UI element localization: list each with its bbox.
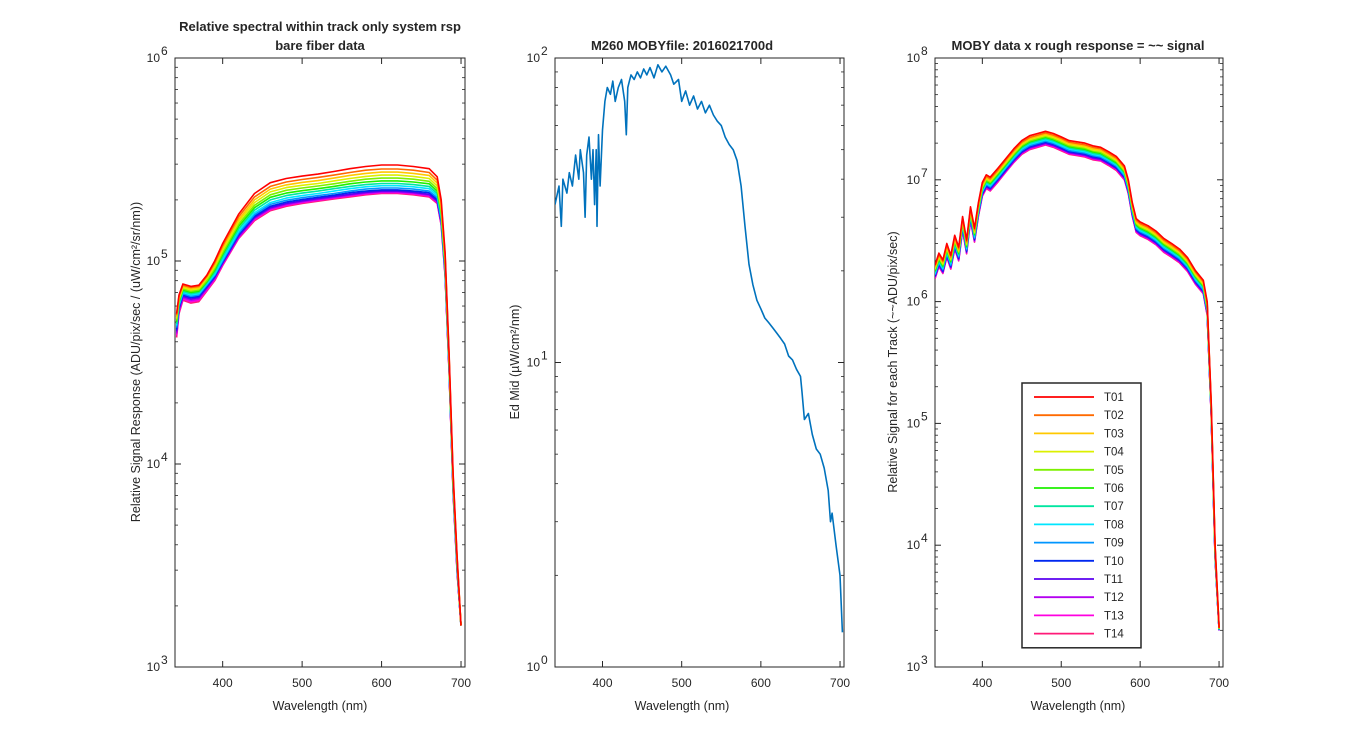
panel-relative-spectral-response: Relative spectral within track only syst… xyxy=(129,19,471,713)
chart-title: M260 MOBYfile: 2016021700d xyxy=(591,38,773,53)
legend-label: T12 xyxy=(1104,592,1124,604)
legend: T01 T02 T03 T04 T05 T06 T07 T08 T09 T10 T11 T12 T13 T… xyxy=(1021,382,1142,649)
y-axis-label: Relative Signal Response (ADU/pix/sec / … xyxy=(129,202,143,522)
x-axis-label: Wavelength (nm) xyxy=(635,699,730,713)
legend-label: T10 xyxy=(1104,556,1124,568)
x-tick-label: 600 xyxy=(1130,676,1150,690)
chart-title-line-1: Relative spectral within track only syst… xyxy=(179,19,461,34)
legend-label: T03 xyxy=(1104,428,1124,440)
y-tick-exponent: 5 xyxy=(161,247,168,261)
x-tick-label: 500 xyxy=(1051,676,1071,690)
y-tick-exponent: 3 xyxy=(161,653,168,667)
series-group xyxy=(935,130,1220,631)
legend-label: T02 xyxy=(1104,410,1124,422)
legend-label: T08 xyxy=(1104,519,1124,531)
x-tick-label: 700 xyxy=(451,676,471,690)
y-tick-label: 10 xyxy=(907,295,921,309)
x-tick-label: 700 xyxy=(830,676,850,690)
y-tick-exponent: 1 xyxy=(541,349,548,363)
y-tick-exponent: 4 xyxy=(921,531,928,545)
chart-title-line-2: bare fiber data xyxy=(275,38,365,53)
x-tick-label: 600 xyxy=(751,676,771,690)
series-line-t01 xyxy=(175,164,462,626)
legend-label: T09 xyxy=(1104,538,1124,550)
x-tick-label: 400 xyxy=(592,676,612,690)
y-axis-label: Ed Mid (µW/cm²/nm) xyxy=(508,305,522,420)
series-group xyxy=(555,64,844,633)
y-tick-label: 10 xyxy=(907,416,921,430)
series-group xyxy=(175,164,462,626)
y-tick-exponent: 6 xyxy=(161,44,168,58)
x-tick-label: 400 xyxy=(213,676,233,690)
x-tick-label: 400 xyxy=(972,676,992,690)
legend-label: T01 xyxy=(1104,392,1124,404)
y-tick-exponent: 8 xyxy=(921,44,928,58)
x-tick-label: 600 xyxy=(372,676,392,690)
y-tick-exponent: 3 xyxy=(921,653,928,667)
legend-box xyxy=(1021,382,1142,649)
y-axis-label: Relative Signal for each Track (~~ADU/pi… xyxy=(886,231,900,492)
x-tick-label: 500 xyxy=(672,676,692,690)
x-tick-label: 700 xyxy=(1209,676,1229,690)
y-tick-label: 10 xyxy=(147,51,161,65)
x-axis-label: Wavelength (nm) xyxy=(273,699,368,713)
legend-label: T05 xyxy=(1104,465,1124,477)
y-tick-label: 10 xyxy=(527,51,541,65)
y-tick-label: 10 xyxy=(147,660,161,674)
x-axis-label: Wavelength (nm) xyxy=(1031,699,1126,713)
legend-label: T06 xyxy=(1104,483,1124,495)
y-tick-exponent: 0 xyxy=(541,653,548,667)
series-line-t01 xyxy=(935,130,1220,628)
y-tick-exponent: 4 xyxy=(161,450,168,464)
y-tick-exponent: 2 xyxy=(541,44,548,58)
chart-title: MOBY data x rough response = ~~ signal xyxy=(952,38,1205,53)
series-line-ed-mid xyxy=(555,64,844,633)
y-tick-label: 10 xyxy=(907,173,921,187)
y-tick-exponent: 6 xyxy=(921,288,928,302)
y-tick-label: 10 xyxy=(147,254,161,268)
axes-box xyxy=(934,57,1224,668)
legend-label: T04 xyxy=(1104,447,1124,459)
y-tick-label: 10 xyxy=(907,660,921,674)
y-tick-label: 10 xyxy=(527,660,541,674)
y-tick-label: 10 xyxy=(907,51,921,65)
y-tick-exponent: 5 xyxy=(921,409,928,423)
legend-label: T14 xyxy=(1104,629,1124,641)
panel-ed-mid: M260 MOBYfile: 2016021700d Wavelength (n… xyxy=(508,38,850,713)
y-tick-label: 10 xyxy=(147,457,161,471)
legend-label: T11 xyxy=(1104,574,1123,586)
y-tick-label: 10 xyxy=(907,538,921,552)
y-tick-label: 10 xyxy=(527,356,541,370)
x-tick-label: 500 xyxy=(292,676,312,690)
panel-relative-signal-per-track: MOBY data x rough response = ~~ signal W… xyxy=(886,38,1229,713)
legend-label: T07 xyxy=(1104,501,1124,513)
y-tick-exponent: 7 xyxy=(921,166,928,180)
legend-label: T13 xyxy=(1104,610,1124,622)
axes-box xyxy=(174,57,466,668)
